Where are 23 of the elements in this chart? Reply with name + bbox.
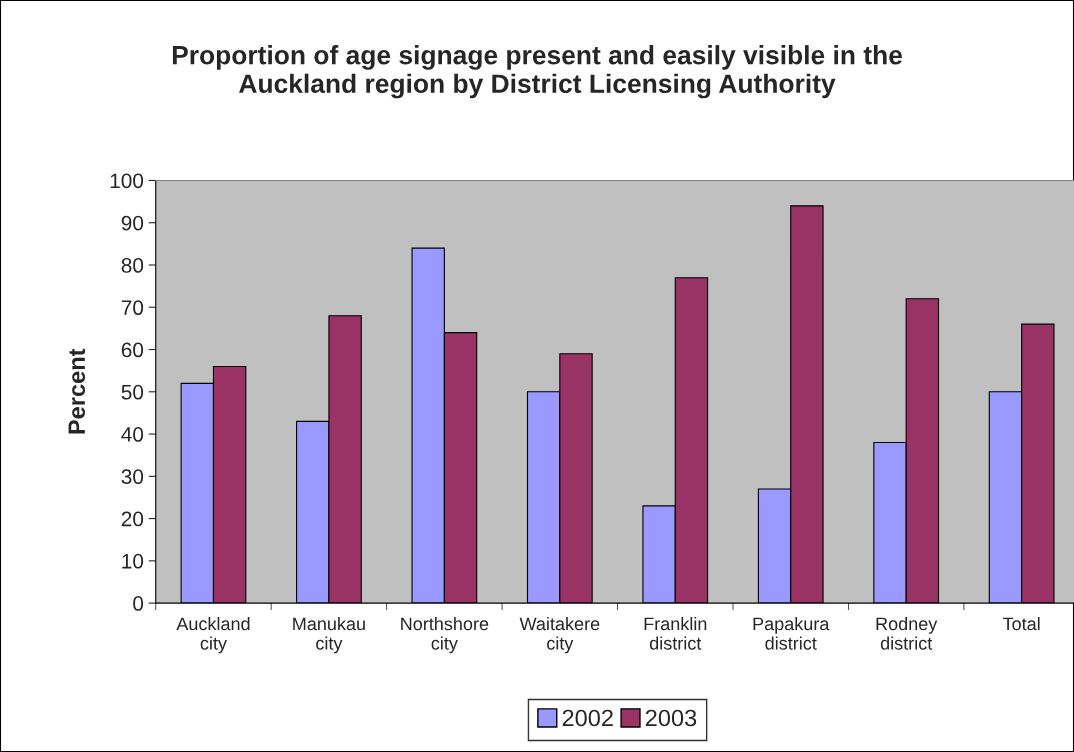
- legend-label: 2002: [562, 709, 613, 727]
- y-tick-label: 90: [121, 215, 144, 231]
- x-tick-label: Total: [1002, 616, 1040, 631]
- x-tick-label: Auckland city: [176, 616, 250, 654]
- x-tick-label: Rodney district: [876, 616, 938, 650]
- x-tick-label: Waitakere city: [519, 616, 600, 654]
- x-tick-label: Franklin district: [644, 616, 707, 650]
- y-tick-label: 70: [121, 300, 144, 316]
- y-tick-label: 40: [121, 427, 144, 442]
- legend-label: 2003: [645, 709, 697, 727]
- chart-title: Proportion of age signage present and easily visible in the Auckland region by District Licensing Authority: [172, 45, 902, 99]
- y-tick-label: 60: [121, 342, 144, 358]
- y-tick-label: 100: [110, 173, 144, 189]
- y-axis-title: Percent: [68, 348, 86, 434]
- y-tick-label: 30: [121, 469, 144, 485]
- y-tick-label: 20: [121, 511, 144, 527]
- x-tick-label: Northshore city: [401, 616, 489, 654]
- x-tick-label: Manukau city: [293, 616, 365, 654]
- y-tick-label: 10: [122, 553, 144, 569]
- x-tick-label: Papakura district: [753, 616, 830, 650]
- y-tick-label: 80: [121, 258, 144, 273]
- y-tick-label: 0: [133, 596, 144, 611]
- y-tick-label: 50: [121, 384, 144, 400]
